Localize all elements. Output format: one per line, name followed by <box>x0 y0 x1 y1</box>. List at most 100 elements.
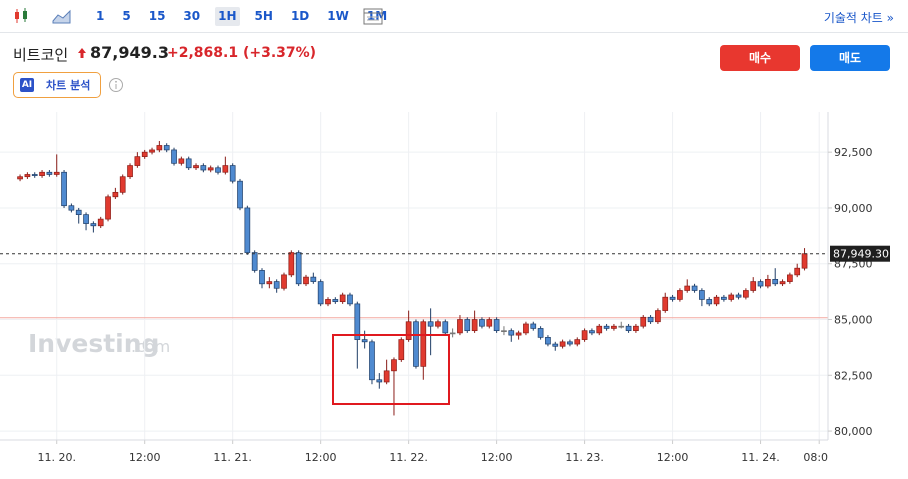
candle-body <box>39 171 45 176</box>
candle-body <box>156 145 163 151</box>
candle-body <box>354 303 361 340</box>
candle-body <box>662 296 669 311</box>
candle-body <box>200 165 207 171</box>
candle-body <box>449 332 456 335</box>
area-icon[interactable] <box>52 8 72 24</box>
candle-body <box>398 339 405 361</box>
candle-body <box>83 214 89 224</box>
candle-body <box>391 359 397 372</box>
y-tick-label: 80,000 <box>834 425 873 438</box>
candle-body <box>794 267 801 276</box>
candle-body <box>464 319 471 332</box>
candle-body <box>596 325 603 334</box>
candle-body <box>141 151 148 157</box>
candle-body <box>603 325 610 329</box>
info-icon[interactable] <box>108 77 124 93</box>
candle-body <box>713 296 720 305</box>
candle-body <box>457 319 463 334</box>
x-tick-label: 11. 24. <box>741 451 779 464</box>
candle-body <box>134 156 141 166</box>
candle-body <box>46 171 53 175</box>
candle-body <box>772 278 779 285</box>
table-icon[interactable] <box>363 8 383 25</box>
interval-button[interactable]: 5 <box>122 9 131 23</box>
candle-body <box>677 290 683 300</box>
candle-body <box>684 285 691 291</box>
candle-body <box>655 310 661 323</box>
candle-body <box>691 285 698 291</box>
candle-body <box>735 294 742 298</box>
candle-body <box>266 281 273 285</box>
x-tick-label: 12:00 <box>129 451 161 464</box>
watermark-suffix: .com <box>131 337 170 356</box>
x-tick-label: 11. 23. <box>565 451 603 464</box>
candle-body <box>61 171 67 207</box>
candle-body <box>801 253 808 269</box>
candle-body <box>405 321 412 340</box>
candle-body <box>339 294 346 303</box>
candle-body <box>303 276 309 285</box>
candle-body <box>640 316 647 327</box>
sell-button[interactable]: 매도 <box>810 45 890 71</box>
candle-body <box>699 290 705 300</box>
technical-chart-link[interactable]: 기술적 차트 » <box>823 11 894 25</box>
candle-body <box>317 281 324 305</box>
interval-button[interactable]: 1D <box>290 9 310 23</box>
candle-body <box>765 278 771 287</box>
interval-button[interactable]: 5H <box>254 9 273 23</box>
candle-body <box>486 319 493 327</box>
candle-body <box>537 328 544 338</box>
candle-body <box>119 176 126 193</box>
y-tick-label: 90,000 <box>834 202 873 215</box>
candle-body <box>633 325 639 332</box>
candle-body <box>750 281 757 291</box>
candle-body <box>17 176 23 180</box>
candle-body <box>611 325 617 329</box>
candle-body <box>310 276 317 282</box>
interval-button[interactable]: 1H <box>215 7 240 26</box>
interval-button[interactable]: 30 <box>183 9 201 23</box>
candle-body <box>332 299 339 303</box>
candle-icon[interactable] <box>12 7 32 25</box>
candle-body <box>149 149 155 153</box>
candle-body <box>24 174 31 178</box>
candle-body <box>105 196 111 220</box>
candle-body <box>559 341 566 347</box>
candle-body <box>779 281 786 285</box>
ai-analysis-button[interactable]: AI 차트 분석 <box>13 72 101 98</box>
candle-body <box>347 294 353 305</box>
candle-body <box>229 165 236 182</box>
interval-button[interactable]: 1W <box>327 9 349 23</box>
candle-body <box>567 341 573 345</box>
y-tick-label: 82,500 <box>834 369 873 382</box>
asset-name: 비트코인 <box>13 46 69 64</box>
candle-body <box>427 321 434 327</box>
candle-body <box>112 191 119 198</box>
candle-body <box>574 339 581 345</box>
candle-body <box>383 370 390 383</box>
ai-badge: AI <box>20 78 34 92</box>
candle-body <box>493 319 500 332</box>
candle-body <box>369 341 375 381</box>
candle-body <box>251 252 258 271</box>
x-tick-label: 11. 21. <box>213 451 251 464</box>
candle-body <box>669 296 676 300</box>
candle-body <box>361 339 368 343</box>
candle-body <box>376 379 383 383</box>
candle-body <box>757 281 764 287</box>
candle-body <box>237 180 243 209</box>
candle-body <box>288 252 295 276</box>
candle-body <box>171 149 177 164</box>
candle-body <box>178 158 185 164</box>
candle-body <box>625 325 632 332</box>
candle-body <box>442 321 449 334</box>
candle-body <box>207 167 214 171</box>
last-price-tag <box>830 245 890 262</box>
interval-button[interactable]: 15 <box>148 9 166 23</box>
buy-button[interactable]: 매수 <box>720 45 800 71</box>
candle-body <box>523 323 529 334</box>
up-arrow <box>78 48 86 58</box>
interval-button[interactable]: 1 <box>96 9 105 23</box>
